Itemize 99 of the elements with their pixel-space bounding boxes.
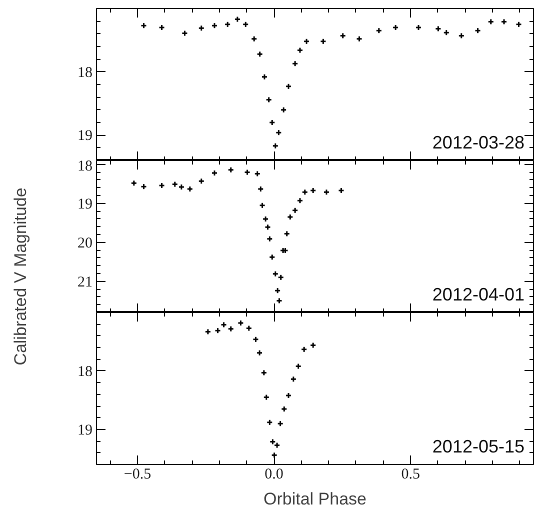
point [290, 376, 297, 382]
point [242, 21, 249, 28]
point [272, 270, 279, 278]
point [266, 236, 273, 242]
point [250, 36, 258, 42]
point [302, 188, 308, 196]
point [186, 186, 194, 192]
annotation: 2012-03-28 [432, 132, 525, 152]
point [278, 274, 284, 281]
point [178, 184, 185, 190]
point [198, 24, 205, 32]
annotation: 2012-04-01 [432, 284, 525, 304]
point [303, 38, 310, 45]
point [292, 60, 298, 67]
point [211, 170, 218, 176]
point [220, 322, 228, 328]
point [266, 419, 273, 426]
point [198, 178, 205, 184]
point [228, 166, 234, 174]
x-tick-label: 0.0 [264, 466, 284, 482]
point [286, 214, 294, 220]
point [310, 342, 316, 348]
point [392, 24, 399, 31]
point [244, 168, 251, 176]
point [516, 21, 522, 28]
y-tick-label: 18 [78, 64, 92, 81]
point [214, 327, 222, 334]
point [181, 30, 188, 36]
y-axis-title: Calibrated V Magnitude [11, 188, 30, 366]
x-tick-label: 0.5 [401, 466, 420, 482]
point [276, 298, 282, 304]
point [261, 74, 268, 80]
point [254, 170, 261, 177]
point [376, 27, 382, 34]
y-tick-label: 20 [78, 235, 92, 252]
x-tick-label: −0.5 [124, 466, 152, 482]
point [266, 96, 272, 103]
y-tick-label: 19 [78, 196, 92, 212]
point [237, 320, 244, 326]
point [280, 106, 287, 114]
point [271, 452, 278, 458]
point [280, 406, 288, 412]
point [158, 182, 166, 189]
point [268, 254, 276, 260]
point [500, 18, 508, 26]
point [140, 183, 147, 190]
point [443, 29, 450, 36]
point [320, 38, 326, 45]
point [172, 181, 178, 188]
point [269, 438, 276, 445]
point [211, 22, 218, 29]
point [474, 27, 482, 34]
point [300, 346, 308, 353]
point [256, 50, 264, 58]
point [277, 420, 284, 427]
point [246, 325, 252, 332]
point [140, 22, 147, 29]
point [264, 224, 271, 230]
point [130, 180, 138, 186]
point [228, 326, 234, 332]
point [274, 287, 281, 294]
x-axis-title: Orbital Phase [264, 490, 366, 508]
y-tick-label: 18 [78, 158, 92, 174]
point [295, 363, 302, 370]
point [310, 187, 316, 194]
point [488, 18, 494, 26]
point [356, 36, 362, 42]
point [263, 394, 270, 401]
point [285, 83, 292, 90]
point [257, 186, 264, 192]
point [296, 197, 304, 204]
point [296, 47, 304, 54]
point [285, 392, 292, 399]
point [262, 216, 269, 222]
point [224, 21, 231, 28]
annotation: 2012-05-15 [432, 436, 525, 456]
point [275, 129, 282, 136]
point [252, 336, 259, 343]
point [458, 32, 465, 39]
point [272, 142, 279, 150]
point [292, 207, 298, 214]
point [268, 119, 276, 126]
point [256, 350, 263, 356]
y-tick-label: 21 [78, 274, 92, 290]
point [260, 369, 268, 376]
point [434, 26, 442, 32]
point [323, 188, 330, 196]
y-tick-label: 19 [78, 422, 92, 438]
point [234, 16, 241, 23]
y-tick-label: 19 [78, 128, 92, 144]
point [204, 328, 212, 336]
point [158, 24, 166, 31]
point [259, 202, 266, 209]
point [274, 442, 280, 448]
point [340, 32, 346, 39]
point [415, 24, 422, 31]
point [338, 187, 344, 194]
y-tick-label: 18 [78, 364, 92, 380]
point [284, 230, 290, 238]
